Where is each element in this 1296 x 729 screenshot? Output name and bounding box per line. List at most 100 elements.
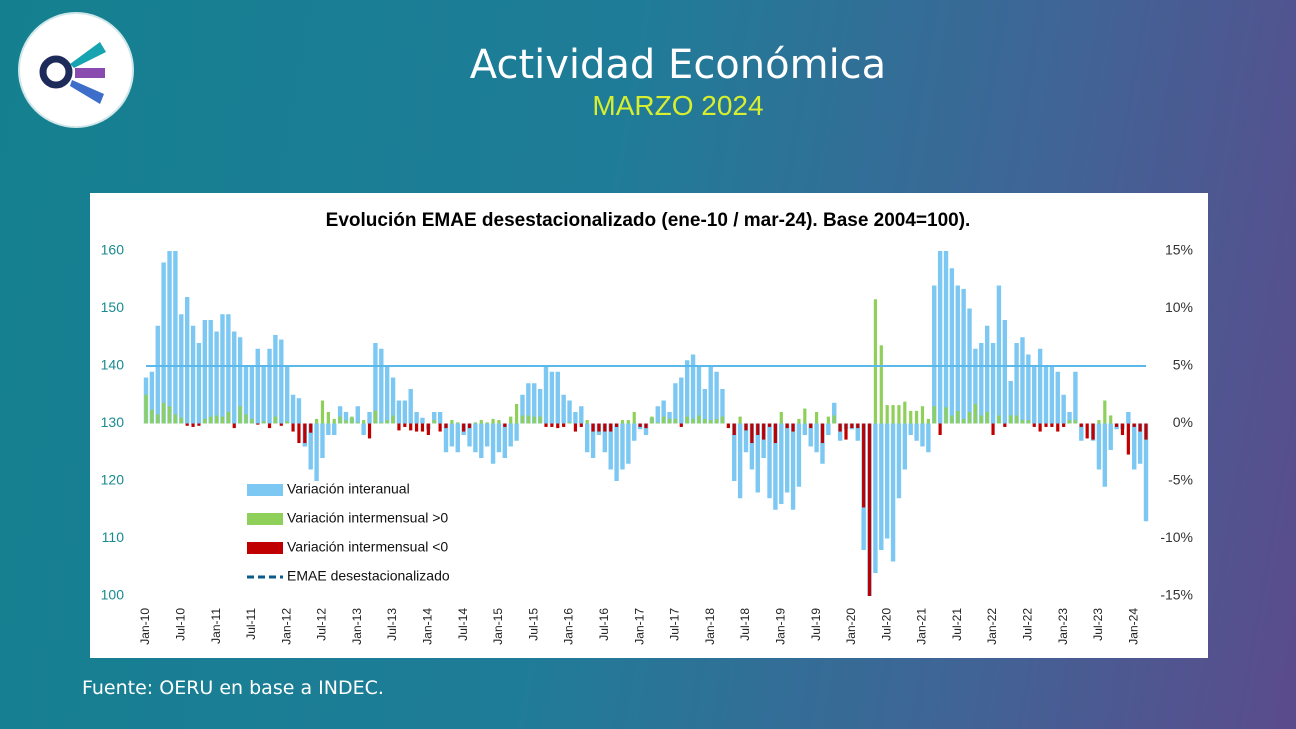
bar <box>1003 423 1007 427</box>
bar <box>373 410 378 424</box>
bar <box>332 418 336 424</box>
legend-label: Variación intermensual <0 <box>287 539 448 555</box>
bar <box>744 423 748 431</box>
bar <box>979 415 983 424</box>
bar <box>284 366 290 424</box>
bar <box>614 423 619 427</box>
bar <box>949 268 955 424</box>
bar <box>1050 423 1054 427</box>
bar <box>544 423 548 427</box>
bar <box>556 423 560 429</box>
bar <box>1085 423 1089 439</box>
bar <box>526 383 531 424</box>
bar <box>726 423 730 429</box>
y2-tick-label: 15% <box>1165 242 1193 258</box>
bar <box>209 416 213 424</box>
bar <box>914 410 919 424</box>
x-tick-label: Jul-17 <box>668 608 682 641</box>
bar <box>267 423 272 429</box>
bar <box>991 423 995 435</box>
x-tick-label: Jul-18 <box>738 608 752 641</box>
bar <box>208 320 213 424</box>
bar <box>343 412 349 424</box>
bar <box>784 423 790 493</box>
bar <box>891 405 895 424</box>
y2-tick-label: 5% <box>1173 357 1193 373</box>
x-tick-label: Jan-15 <box>491 608 505 645</box>
bar <box>673 418 678 424</box>
bar <box>497 420 501 424</box>
bar <box>255 348 260 424</box>
bar <box>1026 354 1031 424</box>
bar <box>362 420 366 424</box>
bar <box>456 422 460 424</box>
bar <box>367 423 372 439</box>
bar <box>620 423 625 470</box>
y2-tick-label: 10% <box>1165 299 1193 315</box>
x-tick-label: Jul-21 <box>950 608 964 641</box>
bar <box>1032 423 1036 427</box>
bar <box>532 383 537 424</box>
bar <box>1055 371 1060 424</box>
bar <box>714 371 719 424</box>
bar <box>503 423 507 427</box>
bar <box>932 406 936 424</box>
bar <box>984 325 990 424</box>
bar <box>1132 423 1137 470</box>
bar <box>185 423 189 426</box>
bar <box>937 251 943 424</box>
bar <box>896 423 902 499</box>
bar <box>591 423 595 432</box>
bar <box>584 423 590 453</box>
bar <box>173 251 178 424</box>
bar <box>184 297 190 424</box>
bar <box>714 418 719 424</box>
bar <box>1067 420 1072 424</box>
bar <box>1102 423 1108 487</box>
bar <box>938 423 942 435</box>
bar <box>403 423 407 427</box>
bar <box>161 262 166 424</box>
x-tick-label: Jan-22 <box>985 608 999 645</box>
bar <box>609 423 613 432</box>
bar <box>1073 420 1078 424</box>
bar <box>496 423 502 453</box>
bar <box>320 400 325 424</box>
bar <box>320 423 325 458</box>
bar <box>332 423 337 435</box>
bar <box>573 412 578 424</box>
bar <box>796 423 802 487</box>
bar <box>667 412 672 424</box>
bar <box>814 412 819 424</box>
bar <box>179 417 183 424</box>
bar <box>567 422 572 424</box>
bar <box>856 423 860 429</box>
bar <box>832 415 836 424</box>
x-tick-label: Jan-20 <box>844 608 858 645</box>
bar <box>502 423 508 458</box>
bar <box>755 423 760 493</box>
legend-swatch <box>247 513 283 525</box>
bar <box>1008 380 1013 424</box>
bar <box>1144 423 1148 440</box>
bar <box>585 420 589 424</box>
x-tick-label: Jul-22 <box>1021 608 1035 641</box>
bar <box>902 423 908 470</box>
y-tick-label: 160 <box>101 242 125 258</box>
bar <box>1037 348 1043 424</box>
bar <box>232 331 237 424</box>
bar <box>149 371 155 424</box>
bar <box>449 423 455 447</box>
bar <box>597 423 601 432</box>
bar <box>1138 423 1142 432</box>
bar <box>702 389 708 424</box>
bar <box>962 418 966 424</box>
bar <box>908 423 913 435</box>
bar <box>356 422 360 424</box>
bar <box>155 325 160 424</box>
bar <box>973 403 978 424</box>
bar <box>838 423 842 432</box>
bar <box>309 423 313 433</box>
bar <box>691 418 695 424</box>
bar <box>479 423 484 458</box>
